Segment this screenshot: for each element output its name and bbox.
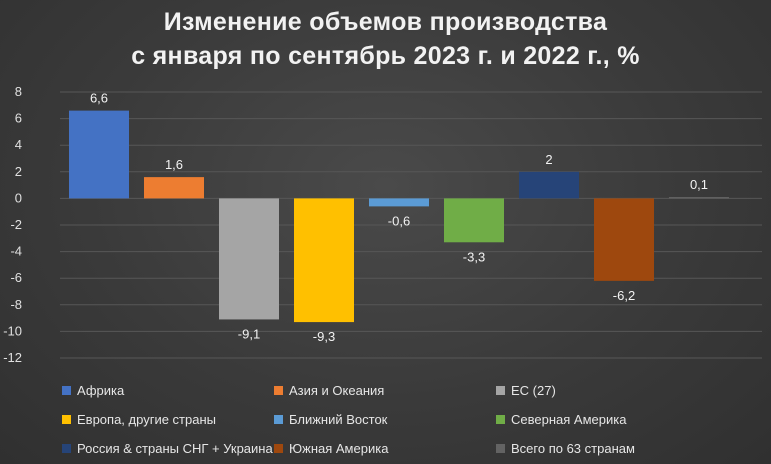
bar — [669, 197, 729, 199]
legend-item: Южная Америка — [274, 441, 388, 456]
legend-label: Африка — [77, 383, 125, 398]
legend-item: Всего по 63 странам — [496, 441, 635, 456]
legend-label: Ближний Восток — [289, 412, 388, 427]
legend-item: Россия & страны СНГ + Украина — [62, 441, 273, 456]
data-label: 0,1 — [690, 177, 708, 192]
data-label: -9,1 — [238, 326, 260, 341]
legend-label: Всего по 63 странам — [511, 441, 635, 456]
legend-label: Европа, другие страны — [77, 412, 216, 427]
bar — [594, 198, 654, 281]
legend-label: Северная Америка — [511, 412, 627, 427]
legend-swatch — [62, 386, 71, 395]
legend-item: Северная Америка — [496, 412, 626, 427]
legend-swatch — [496, 386, 505, 395]
legend-swatch — [274, 386, 283, 395]
legend-item: Африка — [62, 383, 124, 398]
y-tick-label: -12 — [3, 350, 22, 365]
legend-swatch — [274, 444, 283, 453]
legend-swatch — [496, 444, 505, 453]
y-tick-label: 2 — [15, 164, 22, 179]
bar — [219, 198, 279, 320]
legend-swatch — [274, 415, 283, 424]
chart-title-line-1: Изменение объемов производства — [163, 8, 608, 36]
y-tick-label: -6 — [10, 270, 22, 285]
legend-swatch — [62, 415, 71, 424]
legend-item: Европа, другие страны — [62, 412, 216, 427]
data-label: -3,3 — [463, 249, 485, 264]
data-label: 2 — [545, 152, 552, 167]
legend-swatch — [62, 444, 71, 453]
legend-label: Азия и Океания — [289, 383, 385, 398]
y-tick-label: 4 — [15, 137, 22, 152]
bar — [294, 198, 354, 323]
bar — [369, 198, 429, 207]
y-tick-label: -4 — [10, 244, 22, 259]
data-label: 6,6 — [90, 91, 108, 106]
y-tick-label: 8 — [15, 84, 22, 99]
y-tick-label: 6 — [15, 111, 22, 126]
data-label: 1,6 — [165, 157, 183, 172]
bar — [444, 198, 504, 243]
chart-title-line-2: с января по сентябрь 2023 г. и 2022 г., … — [131, 42, 640, 70]
legend-label: Россия & страны СНГ + Украина — [77, 441, 273, 456]
y-tick-label: -8 — [10, 297, 22, 312]
legend-item: Азия и Океания — [274, 383, 384, 398]
legend-item: ЕС (27) — [496, 383, 556, 398]
legend-label: Южная Америка — [289, 441, 389, 456]
data-label: -9,3 — [313, 329, 335, 344]
y-tick-label: -2 — [10, 217, 22, 232]
legend-item: Ближний Восток — [274, 412, 387, 427]
bar — [519, 171, 579, 199]
bar — [144, 177, 204, 199]
y-tick-label: -10 — [3, 323, 22, 338]
legend-label: ЕС (27) — [511, 383, 556, 398]
bar — [69, 110, 129, 199]
legend-swatch — [496, 415, 505, 424]
y-tick-label: 0 — [15, 190, 22, 205]
data-label: -0,6 — [388, 213, 410, 228]
data-label: -6,2 — [613, 288, 635, 303]
